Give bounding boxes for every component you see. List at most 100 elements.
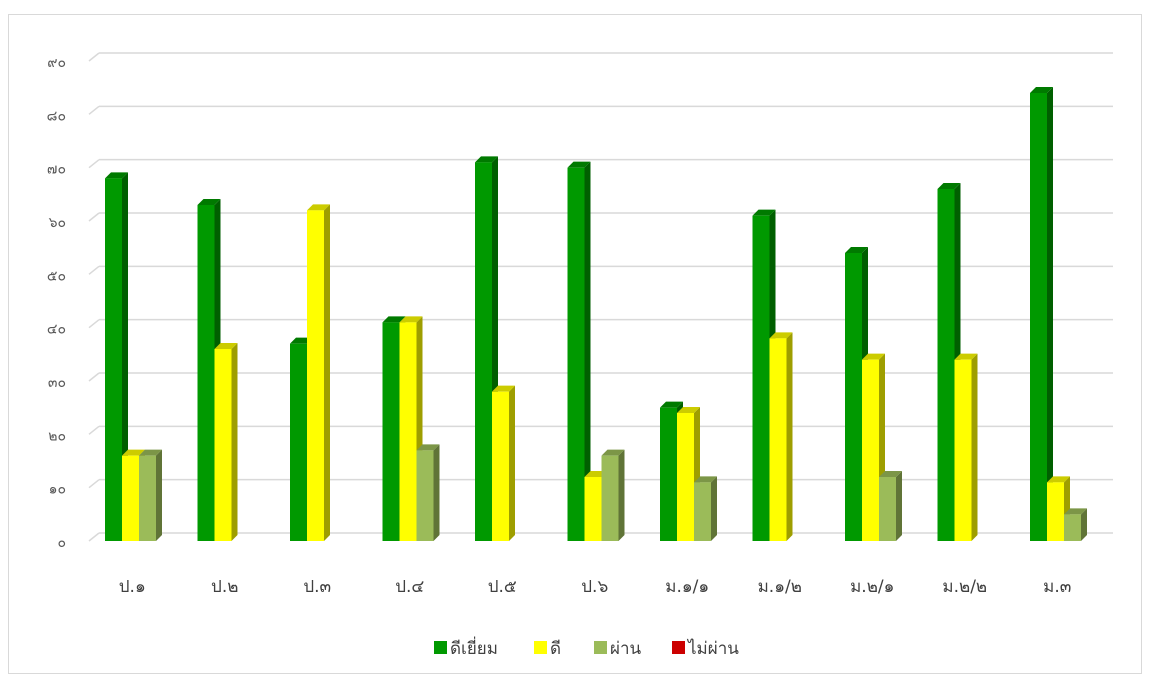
x-category-label: ม.๑/๒ [758,577,802,597]
bar-top [937,183,961,189]
bar-front [584,477,602,541]
bar-front [122,455,139,541]
bar-top [660,401,683,408]
bar-side [231,343,238,541]
bar-front [105,178,122,542]
bar-top [752,209,776,216]
bar-front [492,391,509,541]
gridline-edge [88,159,100,169]
bar-top [139,449,162,456]
gridline-edge [88,105,100,115]
bar-top [399,316,423,323]
bar-front [752,215,770,541]
bar-side [618,449,625,541]
bars [105,87,1087,542]
bar-ดี [307,204,330,542]
x-category-label: ป.๖ [581,577,608,597]
bar-top [677,407,700,413]
bar-ดี [954,353,978,541]
y-tick-label: ๑๐ [49,482,66,498]
y-tick-label: ๐ [57,535,66,551]
bar-front [290,343,307,541]
gridline-edge [88,372,100,382]
gridline-edge [88,212,100,222]
x-category-label: ป.๓ [303,577,331,597]
y-tick-label: ๔๐ [47,322,66,338]
bar-front [954,359,972,541]
bar-ดี [769,332,793,541]
bar-top [197,199,221,205]
bar-ดีเยี่ยม [105,172,128,542]
bar-front [879,477,896,541]
bar-side [433,444,440,541]
bar-top [1047,476,1070,483]
legend-label: ผ่าน [610,639,642,659]
bar-top [567,161,591,168]
bar-top [879,471,902,477]
bar-top [694,476,717,483]
bar-front [845,253,862,541]
bar-side [1047,87,1053,541]
bar-front [660,407,677,541]
bar-side [711,476,717,541]
bar-ผ่าน [1064,508,1087,541]
bar-front [1064,514,1081,541]
y-tick-label: ๙๐ [47,55,66,71]
legend: ดีเยี่ยม ดี ผ่าน ไม่ผ่าน [434,636,739,659]
bar-side [509,385,515,541]
y-tick-label: ๖๐ [49,215,66,231]
legend-item: ดีเยี่ยม [434,636,498,659]
bar-side [786,332,793,541]
bar-top [845,247,868,253]
bar-front [567,167,585,541]
x-category-label: ป.๑ [119,577,146,597]
bar-front [416,450,434,541]
bar-side [1081,508,1087,541]
x-category-label: ป.๕ [488,577,517,597]
bar-top [862,353,885,360]
bar-front [677,413,694,541]
x-category-label: ม.๒/๑ [850,577,894,597]
bar-top [382,316,406,323]
legend-swatch [434,641,447,654]
bar-top [601,449,625,456]
legend-swatch [672,641,685,654]
bar-ดีเยี่ยม [1030,87,1053,541]
gridline-edge [88,479,100,489]
x-category-label: ป.๔ [395,577,424,597]
gridline-edge [88,425,100,435]
bar-front [937,189,955,541]
y-tick-label: ๒๐ [48,428,66,444]
bar-top [307,204,330,211]
gridline-edge [88,319,100,329]
legend-item: ไม่ผ่าน [672,638,739,659]
y-tick-label: ๕๐ [47,268,66,284]
bar-front [475,162,492,542]
bar-top [122,449,145,456]
bar-front [1030,93,1047,541]
bar-top [475,156,498,163]
bar-top [416,444,440,451]
x-category-label: ป.๒ [211,577,238,597]
x-category-label: ม.๑/๑ [665,577,709,597]
bar-front [382,322,400,541]
legend-swatch [594,641,607,654]
bar-ดี [492,385,515,541]
bar-front [197,205,215,541]
bar-front [694,482,711,541]
bar-side [156,449,162,541]
bar-side [971,353,978,541]
y-tick-label: ๓๐ [48,375,66,391]
bar-front [1047,482,1064,541]
bar-front [769,338,787,541]
gridline-edge [88,532,100,542]
bar-front [399,322,417,541]
gridline-edge [88,265,100,275]
bar-top [105,172,128,179]
bar-front [139,455,156,541]
bar-ดี [214,343,238,541]
legend-label: ดี [550,639,561,659]
bar-top [1030,87,1053,93]
bar-top [214,343,238,349]
